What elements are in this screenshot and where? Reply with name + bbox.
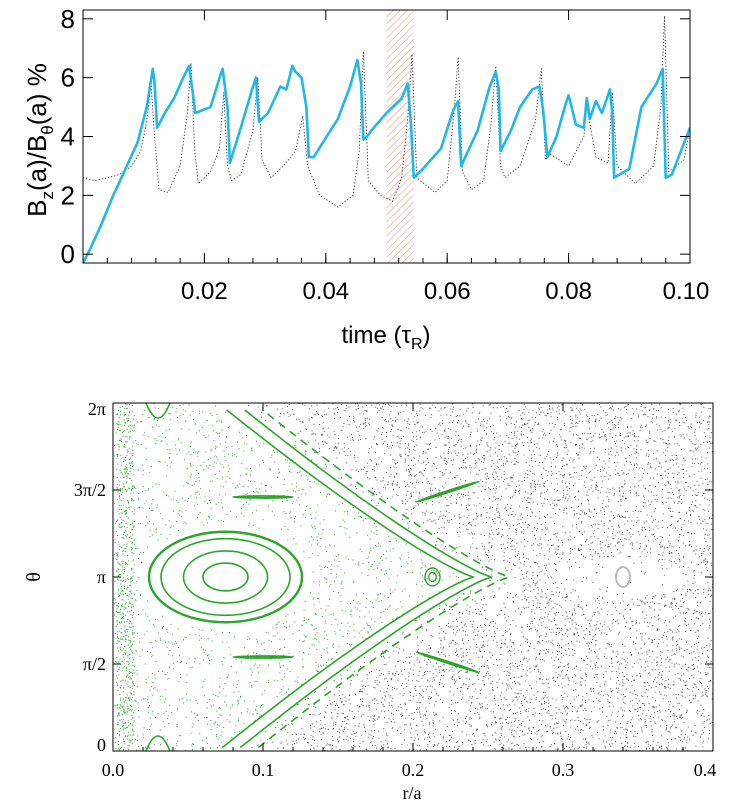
bottom-chart: 0.0 0.1 0.2 0.3 0.4 0 π/2 π 3π/2 2π r/a θ — [23, 361, 716, 803]
bottom-x-ticks: 0.0 0.1 0.2 0.3 0.4 — [102, 403, 717, 780]
elongated-island — [416, 651, 479, 673]
bottom-x-axis-label: r/a — [403, 783, 422, 803]
closed-orbit — [149, 532, 302, 622]
bottom-x-tick-label: 0.1 — [252, 760, 275, 780]
separatrix-curve — [240, 410, 491, 748]
bottom-x-tick-label: 0.4 — [694, 760, 717, 780]
grey-island-orbit — [616, 567, 630, 587]
poincare-scatter — [113, 361, 714, 793]
closed-orbit — [184, 551, 268, 603]
closed-orbit — [203, 563, 248, 591]
chaotic-points-black — [248, 403, 714, 752]
top-y-tick-label: 0 — [61, 239, 75, 269]
elongated-island — [416, 481, 479, 503]
elongated-island — [233, 656, 293, 658]
small-island-orbit — [425, 568, 440, 586]
separatrix-curve — [258, 410, 509, 748]
bottom-y-tick-label: 2π — [88, 399, 106, 419]
top-y-tick-label: 8 — [61, 4, 75, 34]
edge-island-arc — [146, 403, 170, 418]
elongated-island — [233, 496, 293, 498]
top-y-ticks: 0 2 4 6 8 — [61, 4, 690, 269]
top-y-tick-label: 2 — [61, 180, 75, 210]
top-y-axis-label: Bz(a)/Bθ(a) % — [22, 63, 57, 217]
top-x-tick-label: 0.02 — [181, 278, 228, 305]
top-x-tick-label: 0.06 — [424, 278, 471, 305]
top-x-tick-label: 0.04 — [302, 278, 349, 305]
edge-island-arc — [396, 361, 420, 403]
top-chart: 0.02 0.04 0.06 0.08 0.10 0 2 4 6 8 time (τR) Bz(… — [22, 4, 709, 353]
bottom-y-tick-label: 0 — [97, 735, 106, 755]
shaded-band — [387, 10, 414, 263]
bottom-y-axis-label: θ — [23, 572, 45, 582]
bottom-y-tick-label: 3π/2 — [74, 480, 106, 500]
top-y-tick-label: 6 — [61, 63, 75, 93]
top-x-tick-label: 0.08 — [545, 278, 592, 305]
top-x-tick-label: 0.10 — [663, 278, 710, 305]
top-x-axis-label: time (τR) — [341, 322, 430, 353]
top-y-tick-label: 4 — [61, 122, 75, 152]
bottom-x-tick-label: 0.3 — [552, 760, 575, 780]
bottom-x-tick-label: 0.2 — [402, 760, 425, 780]
bottom-y-tick-label: π/2 — [83, 654, 106, 674]
bottom-x-tick-label: 0.0 — [102, 760, 125, 780]
small-island-orbit — [429, 573, 437, 582]
bottom-y-tick-label: π — [97, 567, 106, 587]
